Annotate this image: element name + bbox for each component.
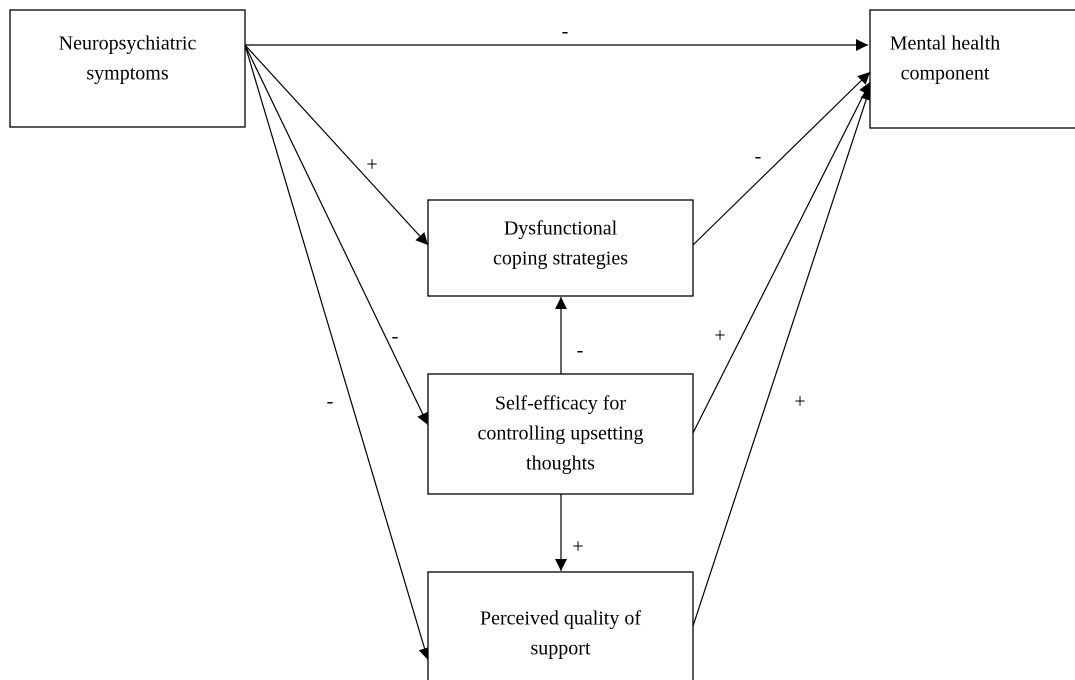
node-box xyxy=(427,373,694,495)
edge-label: + xyxy=(794,391,805,413)
node-label: Neuropsychiatric xyxy=(59,33,197,55)
node-label: support xyxy=(531,638,591,660)
node-label: Mental health xyxy=(890,33,1001,55)
edge-label: + xyxy=(572,536,583,558)
node-box xyxy=(427,199,694,297)
arrow xyxy=(244,44,429,246)
arrow xyxy=(244,44,431,661)
edge-label: + xyxy=(366,154,377,176)
arrow xyxy=(692,87,872,627)
edge-label: - xyxy=(577,340,584,362)
node-label: thoughts xyxy=(526,453,595,475)
node-label: Perceived quality of xyxy=(480,608,641,630)
edge-label: + xyxy=(714,325,725,347)
edge-label: - xyxy=(392,326,399,348)
edge-label: - xyxy=(562,21,569,43)
node-box xyxy=(427,571,694,680)
node-label: symptoms xyxy=(86,63,168,85)
arrow xyxy=(692,81,871,434)
edges: - + - - - - + + + xyxy=(244,21,872,661)
arrow xyxy=(692,71,871,246)
node-label: Self-efficacy for xyxy=(495,393,627,415)
edge-label: - xyxy=(755,146,762,168)
edge-label: - xyxy=(327,391,334,413)
node-label: controlling upsetting xyxy=(477,423,643,445)
node-label: Dysfunctional xyxy=(504,218,618,240)
node-label: coping strategies xyxy=(493,248,628,270)
node-label: component xyxy=(901,63,990,85)
node-box xyxy=(869,9,1075,129)
node-box xyxy=(9,9,246,128)
arrow xyxy=(244,44,429,426)
nodes: Neuropsychiatric symptoms Mental health com… xyxy=(9,9,1075,680)
